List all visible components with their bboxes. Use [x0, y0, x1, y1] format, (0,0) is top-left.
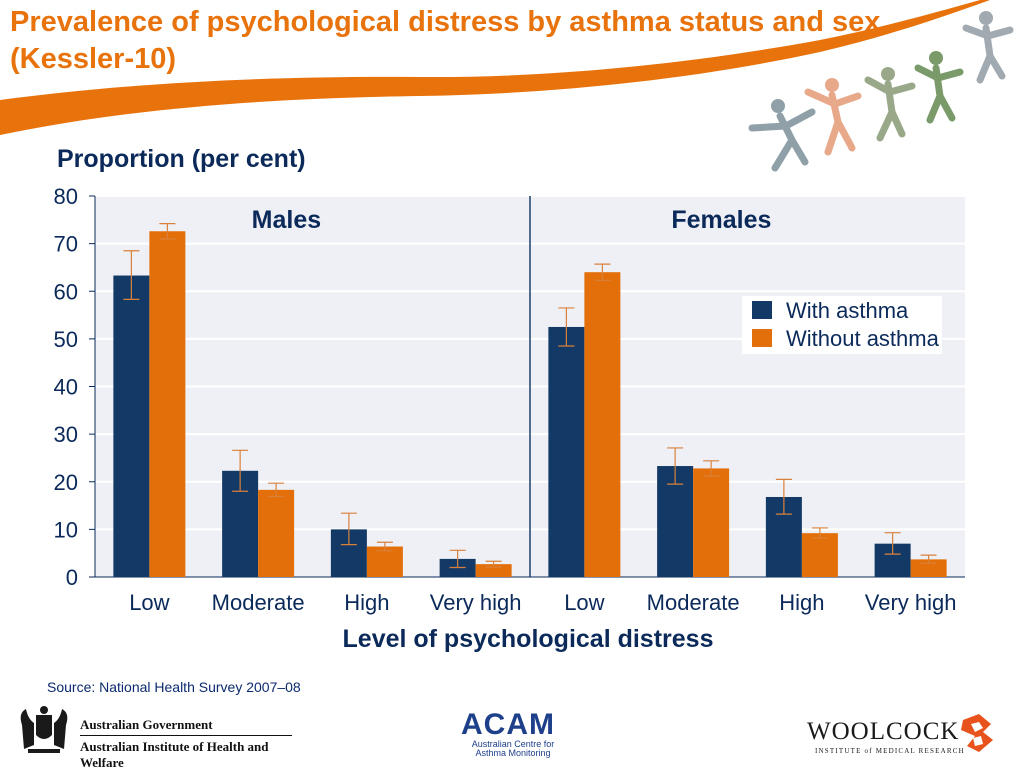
- bar: [548, 326, 585, 577]
- bar: [693, 468, 730, 577]
- x-tick-label: Low: [564, 590, 604, 615]
- acam-subtitle: Australian Centre for Asthma Monitoring: [463, 740, 563, 758]
- legend-label: With asthma: [786, 298, 909, 323]
- panel-title: Males: [252, 206, 321, 234]
- x-tick-label: High: [779, 590, 824, 615]
- x-tick-label: High: [344, 590, 389, 615]
- y-tick-label: 30: [54, 422, 78, 447]
- title-swoosh: [0, 0, 990, 135]
- y-tick-label: 80: [54, 184, 78, 209]
- y-tick-label: 20: [54, 470, 78, 495]
- woolcock-emblem-icon: [961, 714, 993, 752]
- bar: [149, 231, 186, 577]
- dancing-figures-decoration: [748, 11, 1014, 172]
- y-axis-label: Proportion (per cent): [57, 145, 306, 173]
- x-tick-label: Moderate: [647, 590, 740, 615]
- bar: [258, 489, 295, 577]
- woolcock-wordmark: WOOLCOCK: [807, 718, 960, 745]
- legend-swatch: [752, 301, 772, 319]
- bar: [801, 533, 838, 577]
- source-note: Source: National Health Survey 2007–08: [47, 679, 301, 695]
- bar: [910, 559, 947, 577]
- panel-title: Females: [671, 206, 771, 234]
- australian-government-logo: Australian Government Australian Institu…: [10, 703, 300, 770]
- y-tick-label: 70: [54, 232, 78, 257]
- y-tick-label: 50: [54, 327, 78, 352]
- legend-label: Without asthma: [786, 326, 940, 351]
- x-tick-label: Low: [129, 590, 169, 615]
- y-tick-label: 40: [54, 375, 78, 400]
- acam-wordmark: ACAM: [461, 708, 555, 741]
- bar: [584, 272, 621, 577]
- figure-icon: [748, 11, 1014, 172]
- bar: [475, 564, 512, 577]
- x-tick-label: Very high: [430, 590, 522, 615]
- acam-sub-line-1: Australian Centre for: [471, 739, 555, 749]
- y-tick-label: 0: [66, 565, 78, 590]
- y-tick-label: 10: [54, 517, 78, 542]
- acam-logo: ACAM Australian Centre for Asthma Monito…: [455, 708, 567, 762]
- bar: [113, 275, 150, 577]
- legend-box: [742, 296, 942, 354]
- bar: [366, 546, 403, 577]
- x-tick-label: Moderate: [212, 590, 305, 615]
- woolcock-subtitle: INSTITUTE of MEDICAL RESEARCH: [815, 747, 965, 755]
- x-tick-label: Very high: [865, 590, 957, 615]
- gov-line-1: Australian Government: [80, 717, 213, 732]
- woolcock-logo: WOOLCOCK INSTITUTE of MEDICAL RESEARCH: [805, 712, 1005, 762]
- coat-of-arms-icon: [20, 706, 68, 753]
- slide-title: Prevalence of psychological distress by …: [10, 6, 881, 75]
- gov-line-2: Australian Institute of Health and Welfa…: [80, 739, 269, 770]
- x-axis-label: Level of psychological distress: [343, 625, 714, 653]
- legend-swatch: [752, 329, 772, 347]
- y-tick-label: 60: [54, 279, 78, 304]
- acam-sub-line-2: Asthma Monitoring: [475, 748, 551, 758]
- gov-divider: [80, 735, 292, 736]
- bar-chart: 0 10 20 30 40 50 60 70 80 Proportion (per cent) Ma…: [54, 145, 965, 653]
